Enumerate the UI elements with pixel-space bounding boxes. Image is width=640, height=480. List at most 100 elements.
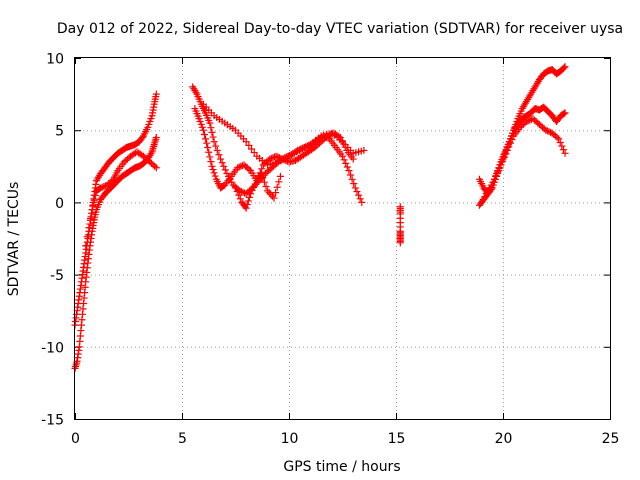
data-point [498,157,506,165]
data-point [138,133,146,141]
data-point [494,168,502,176]
y-axis-label: SDTVAR / TECUs [6,182,22,297]
y-tick-label: 10 [46,52,64,68]
data-point [210,169,218,177]
data-point [345,167,353,175]
data-point [245,141,253,149]
data-point [506,139,514,147]
x-tick-labels: 0 5 10 15 20 25 [71,431,619,447]
data-point [257,170,265,178]
data-point [262,183,270,191]
data-point [209,166,217,174]
data-point [87,215,95,223]
data-point [272,189,280,197]
data-point [553,133,561,141]
x-tick-label: 15 [388,431,406,447]
y-tick-labels: -15 -10 -5 0 5 10 [41,52,64,429]
data-point [204,144,212,152]
data-point [350,180,358,188]
data-point [97,184,105,192]
data-point [152,164,160,172]
data-point [151,162,159,170]
data-point [238,162,246,170]
data-point [218,159,226,167]
data-point [213,146,221,154]
data-point [259,174,267,182]
data-point [356,195,364,203]
data-point [396,239,404,247]
data-point [497,161,505,169]
x-tick-label: 0 [71,431,80,447]
x-tick-label: 10 [281,431,299,447]
data-point [267,154,275,162]
data-point [502,150,510,158]
data-point [246,190,254,198]
data-point [556,138,564,146]
data-point [243,201,251,209]
x-axis-label: GPS time / hours [283,459,400,475]
data-point [335,132,343,140]
data-point [232,184,239,192]
data-point [98,183,106,191]
data-point [90,196,98,204]
data-point [152,90,160,98]
data-point [542,126,550,134]
plot-frame [74,57,611,420]
data-point [242,204,250,212]
data-point [200,131,208,139]
data-point [242,138,250,146]
data-point [250,183,258,191]
data-point [561,109,569,117]
data-point [558,142,566,150]
data-point [355,191,363,199]
data-point [273,183,281,191]
data-point [233,188,241,196]
data-point [206,153,214,161]
data-point [245,193,253,201]
data-point [260,178,268,186]
data-point [207,124,215,132]
data-point [209,133,217,141]
data-point [211,172,219,180]
data-point [264,187,272,195]
data-point [251,180,259,188]
data-point [360,146,368,154]
data-point [561,63,569,71]
data-point [208,128,216,136]
data-point [505,143,513,151]
data-point [268,192,276,200]
data-point [503,146,511,154]
data-point [545,128,553,136]
x-tick-label: 5 [178,431,187,447]
data-point [555,135,563,143]
data-point [208,162,216,170]
data-point [234,164,242,172]
chart-title: Day 012 of 2022, Sidereal Day-to-day VTE… [57,21,623,37]
data-point [89,201,97,209]
data-point [248,186,256,194]
x-tick-label: 25 [602,431,620,447]
data-point [348,175,356,183]
data-point [543,127,551,135]
data-point [524,117,532,125]
data-point [199,126,207,134]
data-point [212,142,220,150]
data-point [523,118,531,126]
data-point [270,194,278,202]
data-point [527,115,535,123]
data-point [275,178,283,186]
y-tick-label: -5 [50,268,64,284]
data-point [203,139,211,147]
data-point [108,177,116,185]
data-point [343,163,351,171]
data-point [85,224,93,232]
data-point [245,165,253,173]
data-point [560,64,568,72]
data-point [353,188,361,196]
y-tick-label: -15 [41,413,64,429]
data-point [215,151,223,159]
data-point [235,191,243,199]
data-point [272,152,280,160]
grid [75,58,610,419]
